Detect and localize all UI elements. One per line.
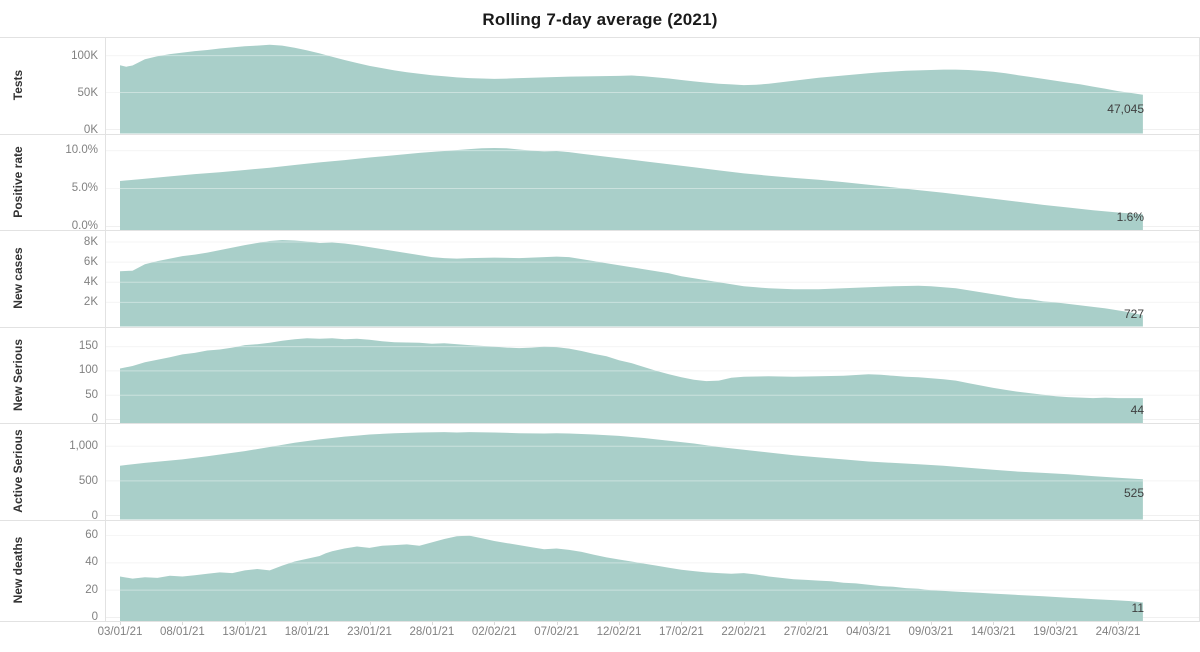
y-tick-label: 2K [83, 296, 98, 309]
end-value-label-positive-rate: 1.6% [1116, 210, 1144, 224]
row-label-new-cases: New cases [11, 247, 25, 309]
y-tick-label: 0 [91, 509, 98, 522]
panel-separator [0, 230, 1200, 231]
x-tick-label: 04/03/21 [846, 626, 891, 638]
x-tick-mark [1118, 621, 1119, 625]
x-tick-mark [806, 621, 808, 625]
row-label-new-serious: New Serious [11, 338, 25, 411]
x-tick-label: 28/01/21 [409, 626, 455, 638]
end-value-label-new-serious: 44 [1130, 403, 1144, 417]
x-tick-mark [556, 621, 558, 625]
x-tick-mark [868, 621, 870, 625]
area-mark-new-serious[interactable] [120, 337, 1143, 423]
y-tick-label: 50 [85, 388, 98, 401]
y-tick-label: 0 [91, 611, 98, 623]
x-tick-mark [681, 621, 683, 625]
x-tick-label: 02/02/21 [471, 626, 517, 638]
end-value-label-tests: 47,045 [1107, 101, 1144, 116]
y-tick-label: 0K [83, 123, 98, 136]
x-tick-label: 07/02/21 [534, 626, 579, 638]
y-tick-label: 5.0% [71, 182, 98, 195]
panel-separator [0, 133, 1200, 135]
x-tick-label: 18/01/21 [284, 626, 330, 638]
y-tick-label: 20 [85, 583, 98, 596]
y-tick-label: 50K [77, 86, 98, 99]
x-tick-mark [369, 621, 371, 625]
panel-separator [0, 423, 1200, 424]
x-tick-label: 08/01/21 [159, 626, 205, 638]
x-tick-mark [431, 621, 433, 625]
area-plot-new-deaths [105, 534, 1200, 621]
y-tick-label: 150 [78, 340, 98, 353]
x-tick-label: 12/02/21 [596, 626, 642, 638]
row-label-tests: Tests [11, 70, 25, 101]
area-plot-tests [105, 44, 1200, 134]
y-tick-label: 0 [91, 413, 98, 425]
y-tick-label: 100K [71, 49, 98, 62]
row-label-new-deaths: New deaths [11, 536, 25, 604]
end-value-label-active-serious: 525 [1123, 486, 1144, 501]
area-plot-positive-rate [105, 147, 1200, 231]
panel-tests: Tests 47,045 0K 50K 100K [0, 37, 1200, 136]
x-tick-mark [182, 621, 184, 625]
x-tick-mark [244, 621, 246, 625]
y-tick-label: 8K [83, 236, 98, 249]
x-tick-mark [993, 621, 995, 625]
area-mark-positive-rate[interactable] [120, 147, 1143, 231]
panel-new-cases: New cases 727 2K 4K 6K 8K [0, 230, 1200, 327]
chart-title: Rolling 7-day average (2021) [482, 10, 718, 29]
area-mark-active-serious[interactable] [120, 432, 1143, 520]
y-tick-label: 10.0% [65, 144, 98, 157]
x-tick-label: 13/01/21 [222, 626, 268, 638]
area-mark-new-cases[interactable] [120, 240, 1143, 327]
row-label-positive-rate: Positive rate [11, 146, 25, 218]
row-label-active-serious: Active Serious [11, 429, 25, 513]
x-tick-mark [1055, 621, 1057, 625]
y-tick-label: 500 [78, 474, 98, 487]
panel-new-deaths: New deaths 11 0 20 40 60 [0, 520, 1200, 623]
area-plot-new-cases [105, 240, 1200, 327]
end-value-label-new-cases: 727 [1123, 306, 1144, 321]
area-plot-new-serious [105, 337, 1200, 423]
x-tick-label: 19/03/21 [1033, 626, 1078, 638]
x-tick-label: 17/02/21 [658, 626, 704, 638]
panel-separator [0, 519, 1200, 521]
x-tick-label: 24/03/21 [1095, 626, 1141, 638]
panel-separator [0, 37, 1200, 38]
panel-new-serious: New Serious 44 0 50 100 150 [0, 327, 1200, 425]
y-tick-label: 100 [78, 364, 98, 377]
panel-separator [0, 326, 1200, 328]
y-tick-label: 1,000 [69, 440, 98, 453]
y-tick-label: 4K [83, 276, 98, 289]
x-tick-mark [619, 621, 620, 625]
panel-positive-rate: Positive rate 1.6% 0.0% 5.0% 10.0% [0, 134, 1200, 232]
x-tick-mark [494, 621, 496, 625]
x-tick-label: 14/03/21 [970, 626, 1016, 638]
x-tick-label: 09/03/21 [908, 626, 954, 638]
y-tick-label: 40 [85, 556, 98, 569]
panel-active-serious: Active Serious 525 0 500 1,000 [0, 423, 1200, 522]
x-tick-label: 03/01/21 [97, 626, 143, 638]
area-plot-active-serious [105, 432, 1200, 520]
area-mark-tests[interactable] [120, 44, 1143, 134]
x-tick-label: 23/01/21 [347, 626, 392, 638]
x-tick-mark [120, 621, 121, 625]
x-tick-label: 22/02/21 [721, 626, 767, 638]
panel-separator [0, 621, 1200, 622]
x-axis: 03/01/21 08/01/21 13/01/21 18/01/21 23/01/21… [0, 626, 1200, 642]
x-tick-label: 27/02/21 [783, 626, 829, 638]
x-tick-mark [930, 621, 932, 625]
y-tick-label: 6K [83, 256, 98, 269]
x-tick-mark [743, 621, 745, 625]
y-axis-line [105, 37, 106, 621]
y-tick-label: 0.0% [71, 220, 98, 232]
x-tick-mark [307, 621, 309, 625]
area-mark-new-deaths[interactable] [120, 535, 1143, 621]
end-value-label-new-deaths: 11 [1131, 601, 1144, 615]
y-tick-label: 60 [85, 529, 98, 542]
